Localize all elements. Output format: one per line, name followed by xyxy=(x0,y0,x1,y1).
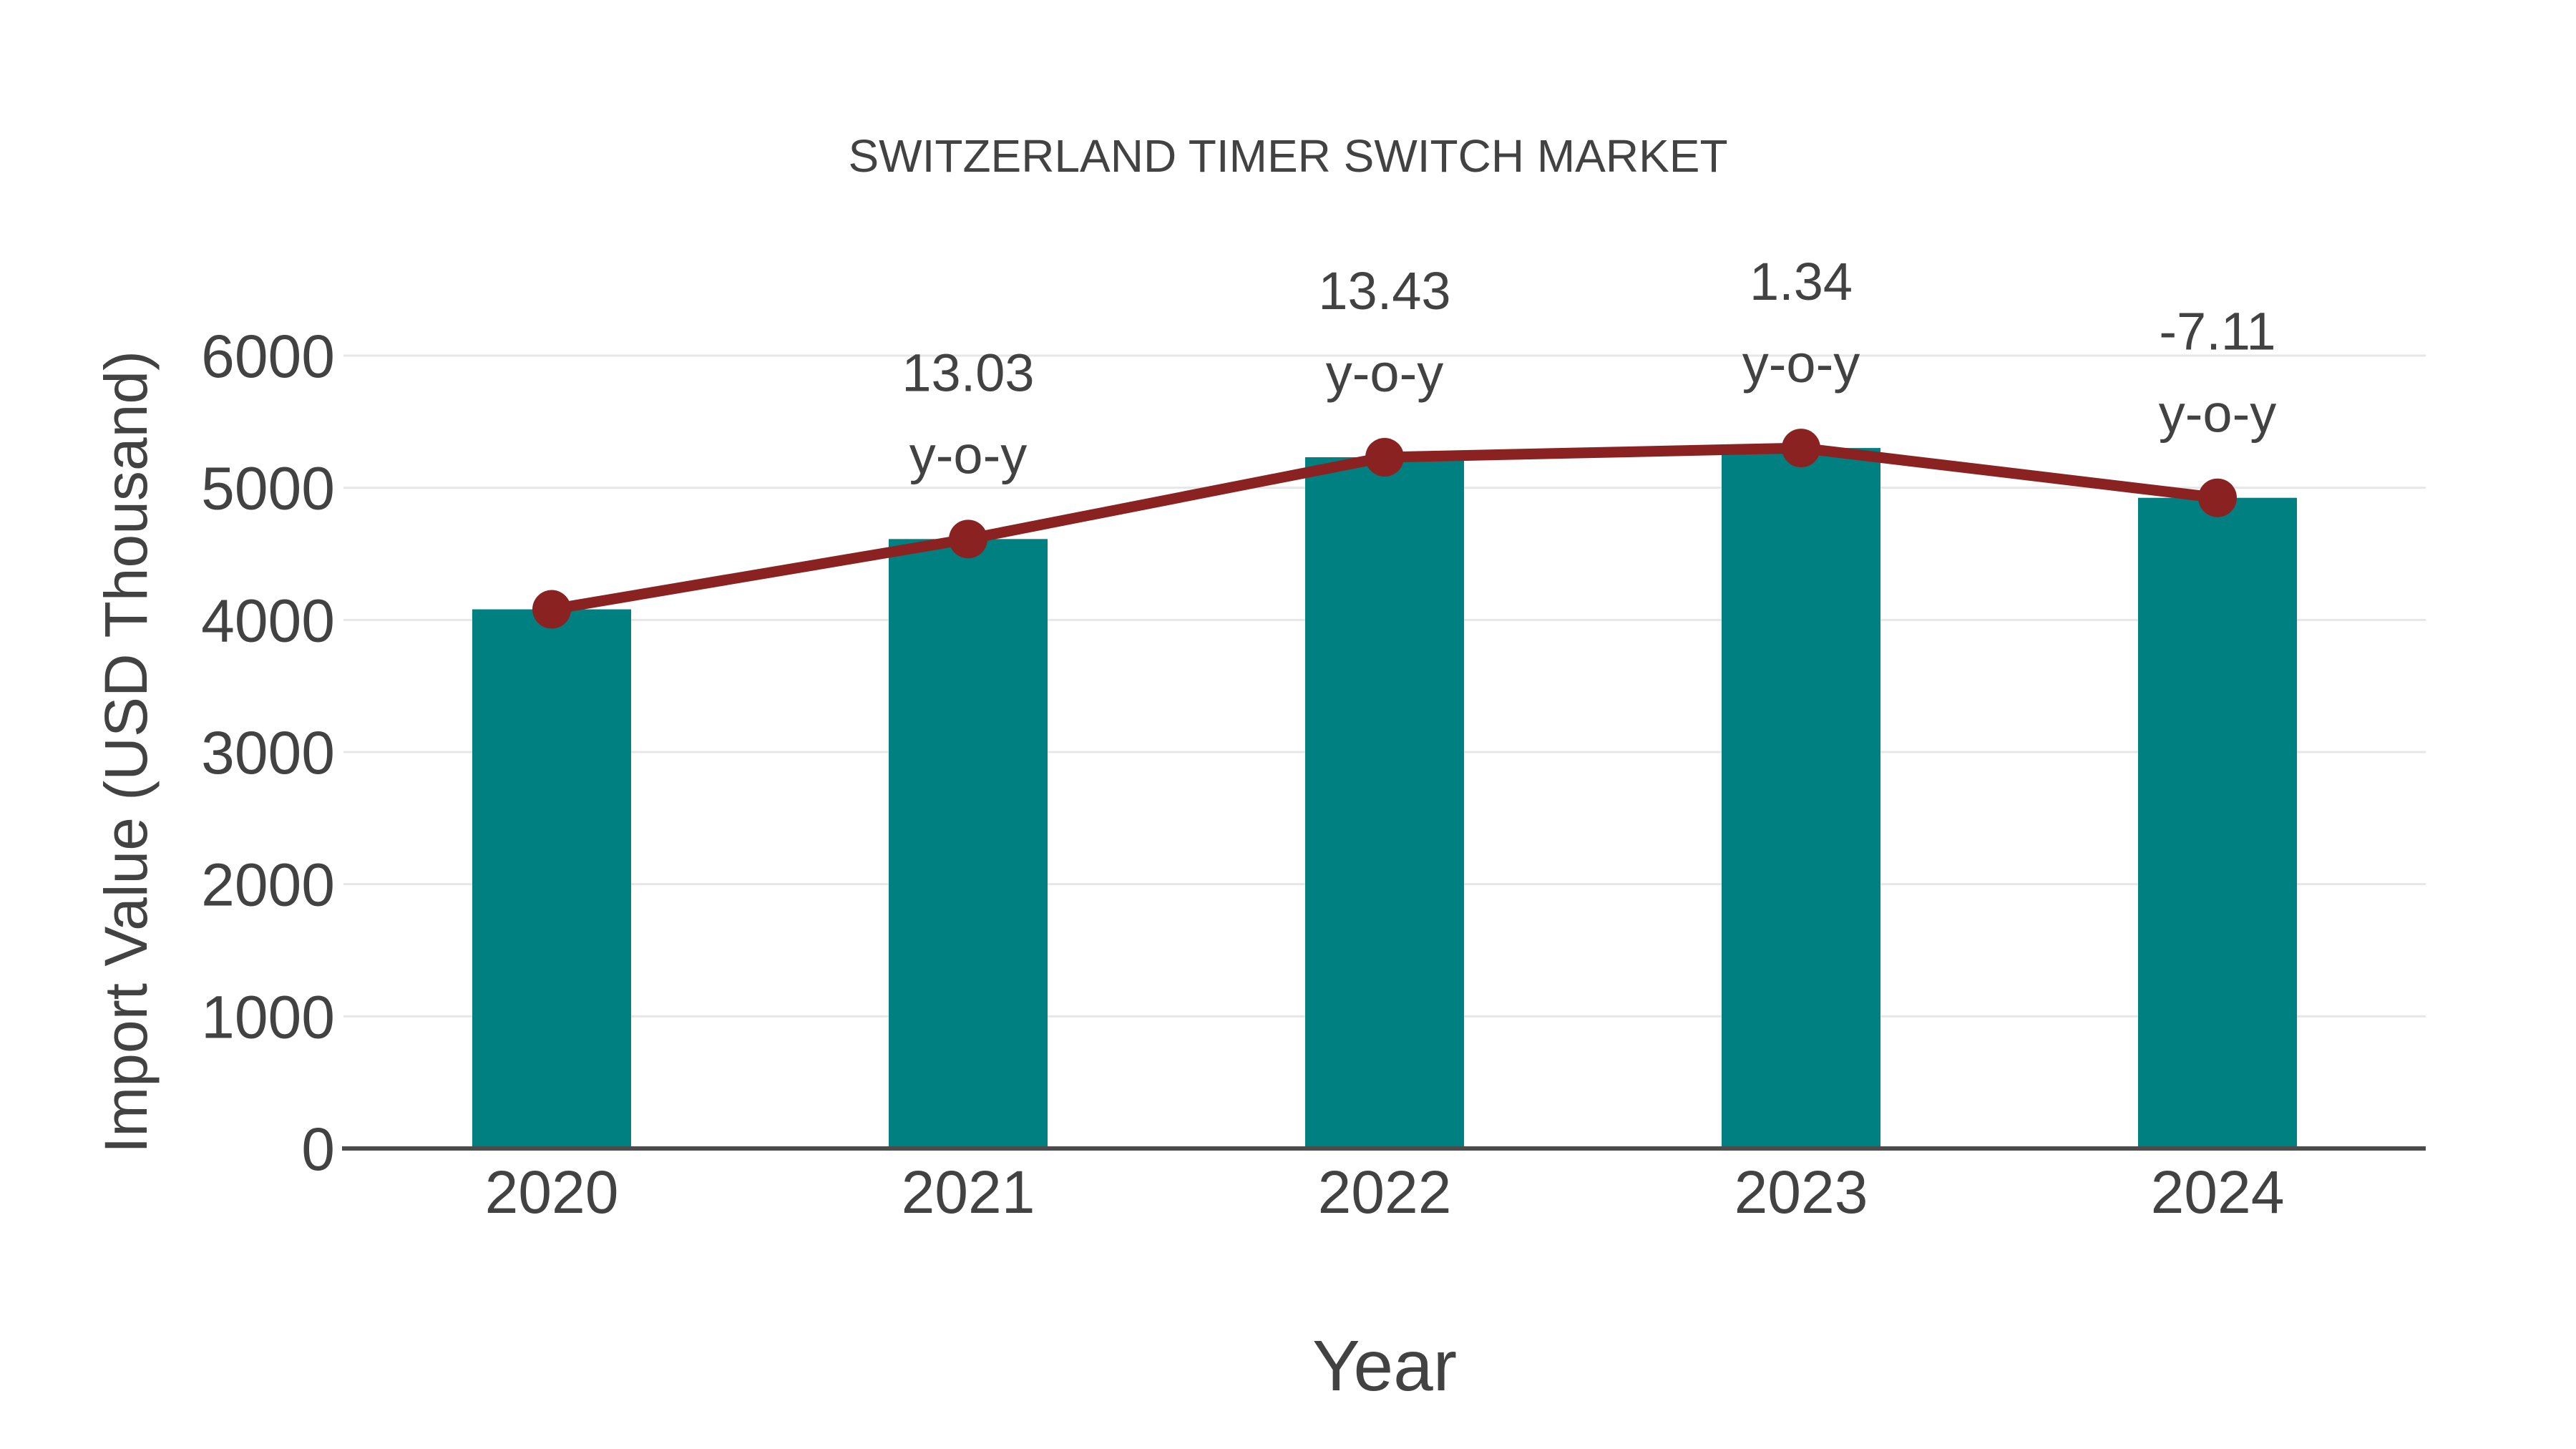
bar-2023 xyxy=(1722,448,1880,1148)
annotation-label: y-o-y xyxy=(2159,384,2276,444)
bar-2022 xyxy=(1305,457,1464,1148)
annotation-label: y-o-y xyxy=(909,425,1027,484)
y-tick-label: 0 xyxy=(301,1116,335,1183)
x-tick-label: 2022 xyxy=(1318,1158,1452,1226)
annotation-value: 13.43 xyxy=(1318,261,1450,321)
y-tick-label: 6000 xyxy=(201,323,335,390)
y-tick-label: 2000 xyxy=(201,852,335,919)
annotation-value: 1.34 xyxy=(1750,252,1853,311)
bar-2024 xyxy=(2138,497,2297,1148)
y-tick-label: 3000 xyxy=(201,719,335,786)
x-tick-label: 2021 xyxy=(902,1158,1035,1226)
annotation-value: 13.03 xyxy=(902,343,1034,402)
trend-marker-2024 xyxy=(2198,478,2237,517)
y-axis-title: Import Value (USD Thousand) xyxy=(92,351,160,1153)
trend-marker-2021 xyxy=(949,519,987,559)
annotation-label: y-o-y xyxy=(1742,334,1860,394)
trend-marker-2020 xyxy=(532,590,571,629)
annotation-label: y-o-y xyxy=(1326,343,1443,403)
x-tick-label: 2024 xyxy=(2151,1158,2285,1226)
annotation-2022: 13.43 y-o-y xyxy=(1318,261,1450,403)
x-axis-title: Year xyxy=(1312,1326,1457,1406)
x-axis-tick-labels: 2020 2021 2022 2023 2024 xyxy=(485,1158,2285,1226)
line-series xyxy=(532,429,2237,629)
y-tick-label: 5000 xyxy=(201,455,335,522)
annotation-value: -7.11 xyxy=(2159,302,2275,361)
y-axis-tick-labels: 0 1000 2000 3000 4000 5000 6000 xyxy=(201,323,335,1183)
bar-2021 xyxy=(889,539,1048,1148)
annotation-2024: -7.11 y-o-y xyxy=(2159,302,2276,444)
trend-marker-2022 xyxy=(1365,438,1404,477)
bar-series xyxy=(472,448,2297,1148)
annotation-2021: 13.03 y-o-y xyxy=(902,343,1034,484)
y-tick-label: 1000 xyxy=(201,983,335,1050)
yoy-annotations: 13.03 y-o-y 13.43 y-o-y 1.34 y-o-y -7.11 y-o-y xyxy=(902,252,2276,484)
trend-marker-2023 xyxy=(1782,429,1820,468)
y-tick-label: 4000 xyxy=(201,587,335,654)
x-tick-label: 2020 xyxy=(485,1158,619,1226)
chart-title: SWITZERLAND TIMER SWITCH MARKET xyxy=(848,130,1727,182)
bar-2020 xyxy=(472,609,631,1148)
annotation-2023: 1.34 y-o-y xyxy=(1742,252,1860,394)
x-tick-label: 2023 xyxy=(1735,1158,1868,1226)
